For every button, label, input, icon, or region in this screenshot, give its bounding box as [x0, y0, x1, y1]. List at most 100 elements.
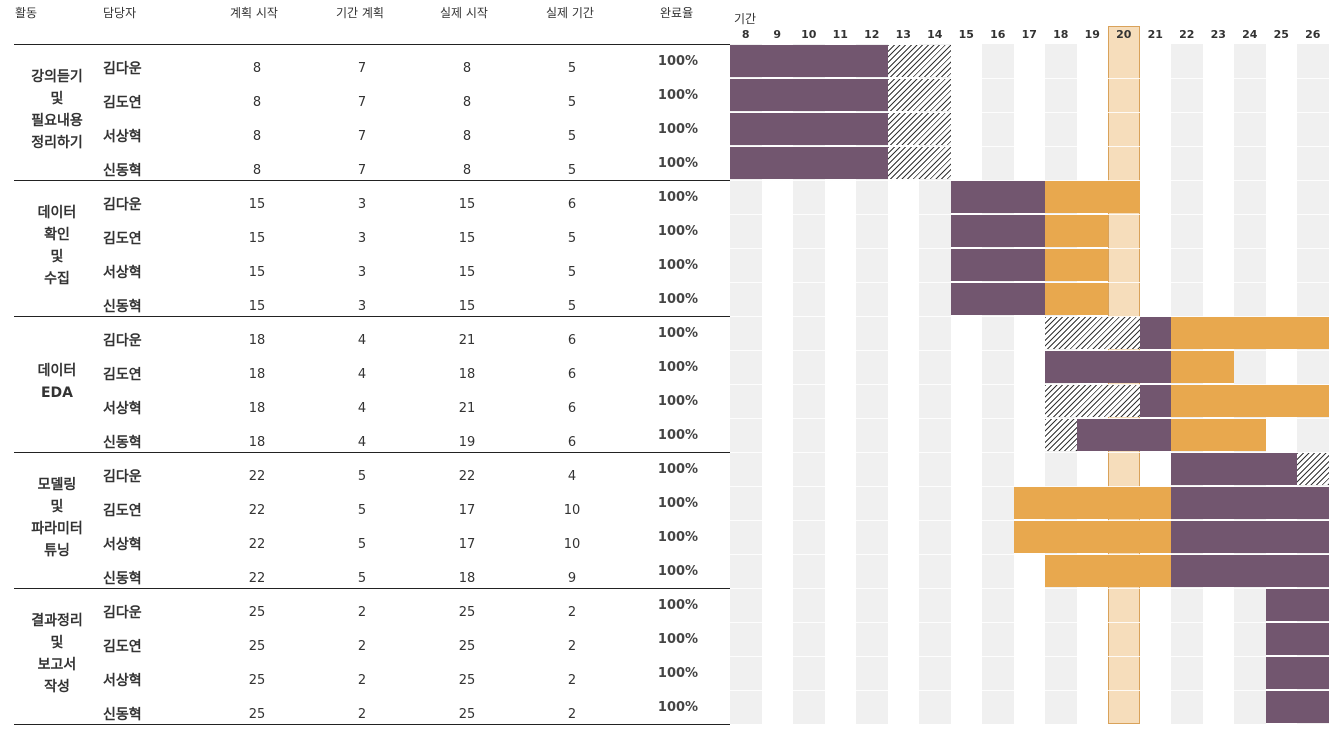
- completion-value: 100%: [657, 394, 699, 409]
- plan-start-value: 25: [248, 605, 266, 620]
- header-actual-start: 실제 시작: [440, 6, 488, 20]
- planned-remaining-bar: [887, 113, 951, 145]
- actual-overrun-bar: [1045, 181, 1140, 213]
- planned-remaining-bar: [887, 147, 951, 179]
- plan-duration-value: 2: [357, 673, 367, 688]
- header-actual-duration: 실제 기간: [546, 6, 594, 20]
- actual-start-value: 19: [458, 435, 476, 450]
- actual-duration-value: 2: [567, 605, 577, 620]
- plan-start-value: 15: [248, 197, 266, 212]
- header-plan-start: 계획 시작: [230, 6, 278, 20]
- completion-value: 100%: [657, 190, 699, 205]
- actual-duration-value: 6: [567, 333, 577, 348]
- group-separator: [14, 316, 730, 317]
- row-divider: [730, 112, 1330, 113]
- plan-bar: [1265, 691, 1329, 723]
- row-divider: [730, 622, 1330, 623]
- actual-overrun-bar: [1171, 317, 1329, 349]
- day-label: 26: [1305, 28, 1321, 41]
- plan-duration-value: 4: [357, 367, 367, 382]
- row-divider: [730, 656, 1330, 657]
- day-label: 21: [1147, 28, 1163, 41]
- actual-start-value: 8: [462, 163, 472, 178]
- completion-value: 100%: [657, 496, 699, 511]
- actual-start-value: 8: [462, 61, 472, 76]
- actual-duration-value: 5: [567, 129, 577, 144]
- completion-value: 100%: [657, 88, 699, 103]
- owner-name: 김도연: [103, 639, 142, 655]
- plan-bar: [1139, 385, 1171, 417]
- actual-start-value: 15: [458, 265, 476, 280]
- actual-start-value: 25: [458, 707, 476, 722]
- row-divider: [730, 350, 1330, 351]
- plan-bar: [950, 215, 1045, 247]
- plan-bar: [1171, 487, 1329, 519]
- row-divider: [730, 486, 1330, 487]
- actual-duration-value: 5: [567, 231, 577, 246]
- plan-start-value: 18: [248, 367, 266, 382]
- actual-duration-value: 10: [563, 503, 581, 518]
- owner-name: 김다운: [103, 605, 142, 621]
- plan-bar: [730, 79, 888, 111]
- actual-start-value: 8: [462, 129, 472, 144]
- actual-duration-value: 6: [567, 197, 577, 212]
- plan-duration-value: 7: [357, 61, 367, 76]
- planned-not-started-bar: [1045, 385, 1140, 417]
- actual-start-value: 8: [462, 95, 472, 110]
- plan-bar: [1265, 623, 1329, 655]
- completion-value: 100%: [657, 224, 699, 239]
- plan-start-value: 25: [248, 639, 266, 654]
- actual-start-value: 25: [458, 605, 476, 620]
- completion-value: 100%: [657, 530, 699, 545]
- row-divider: [730, 146, 1330, 147]
- plan-duration-value: 5: [357, 571, 367, 586]
- completion-value: 100%: [657, 462, 699, 477]
- plan-start-value: 8: [252, 61, 262, 76]
- plan-start-value: 18: [248, 435, 266, 450]
- owner-name: 김다운: [103, 61, 142, 77]
- header-owner: 담당자: [103, 6, 137, 20]
- actual-overrun-bar: [1171, 351, 1234, 383]
- plan-duration-value: 7: [357, 95, 367, 110]
- owner-name: 신동혁: [103, 707, 142, 723]
- row-divider: [730, 282, 1330, 283]
- actual-start-value: 18: [458, 367, 476, 382]
- plan-bar: [1265, 657, 1329, 689]
- planned-remaining-bar: [887, 45, 951, 77]
- day-label: 12: [864, 28, 880, 41]
- actual-duration-value: 2: [567, 673, 577, 688]
- actual-start-value: 17: [458, 503, 476, 518]
- plan-bar: [730, 113, 888, 145]
- actual-overrun-bar: [1171, 419, 1266, 451]
- actual-overrun-bar: [1045, 249, 1108, 281]
- owner-name: 신동혁: [103, 299, 142, 315]
- plan-duration-value: 4: [357, 435, 367, 450]
- day-label: 22: [1179, 28, 1195, 41]
- row-divider: [730, 214, 1330, 215]
- day-label: 20: [1116, 28, 1132, 41]
- completion-value: 100%: [657, 122, 699, 137]
- group-separator: [14, 724, 730, 725]
- owner-name: 김다운: [103, 197, 142, 213]
- actual-overrun-bar: [1045, 283, 1108, 315]
- row-divider: [730, 248, 1330, 249]
- owner-name: 서상혁: [103, 265, 142, 281]
- planned-not-started-bar: [1045, 419, 1077, 451]
- actual-duration-value: 6: [567, 401, 577, 416]
- owner-name: 서상혁: [103, 401, 142, 417]
- header-completion: 완료율: [660, 6, 694, 20]
- plan-start-value: 15: [248, 265, 266, 280]
- schedule-table: 강의듣기 및 필요내용 정리하기 김다운 8 7 8 5 100% 김도연 8 7 8 5 100% 서상…: [14, 44, 730, 725]
- day-label: 16: [990, 28, 1006, 41]
- completion-value: 100%: [657, 428, 699, 443]
- day-label: 14: [927, 28, 943, 41]
- day-label: 19: [1084, 28, 1100, 41]
- plan-bar: [950, 181, 1045, 213]
- plan-duration-value: 3: [357, 299, 367, 314]
- plan-start-value: 8: [252, 95, 262, 110]
- plan-start-value: 15: [248, 231, 266, 246]
- day-label: 9: [773, 28, 782, 41]
- row-divider: [730, 452, 1330, 453]
- planned-remaining-bar: [1297, 453, 1329, 485]
- header-activity: 활동: [15, 6, 38, 20]
